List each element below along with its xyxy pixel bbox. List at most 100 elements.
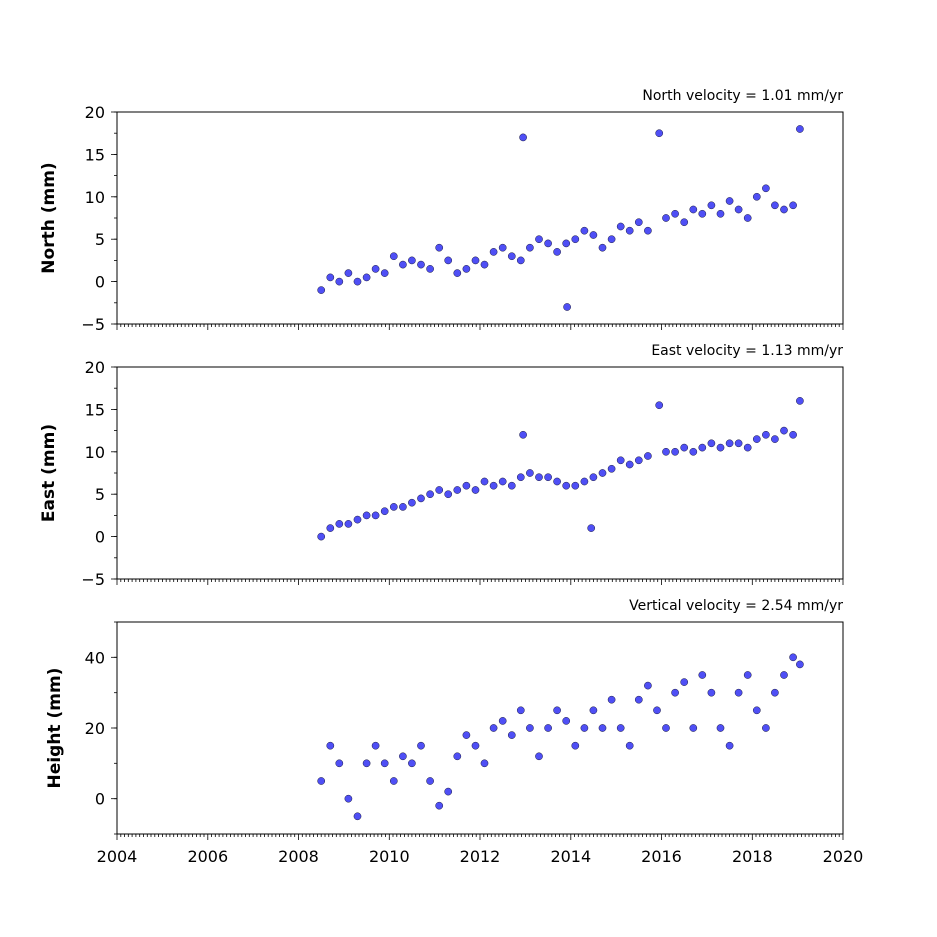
data-point	[716, 209, 725, 218]
data-point	[519, 133, 527, 142]
data-point	[344, 794, 353, 803]
data-point	[580, 226, 589, 235]
data-point	[771, 688, 779, 697]
x-tick-label: 2016	[641, 847, 682, 866]
data-point	[771, 435, 779, 443]
data-point	[589, 473, 598, 482]
data-point	[752, 435, 761, 443]
data-point	[317, 777, 326, 785]
y-tick-label: 0	[95, 790, 105, 809]
data-point	[707, 201, 716, 210]
data-point	[725, 439, 734, 448]
data-point	[589, 231, 598, 239]
data-point	[526, 243, 534, 252]
data-point	[535, 473, 543, 482]
data-point	[563, 303, 571, 311]
data-point	[743, 671, 752, 679]
data-point	[362, 511, 371, 520]
vertical-velocity-title: Vertical velocity = 2.54 mm/yr	[629, 598, 843, 614]
y-tick-label: 10	[85, 188, 105, 207]
data-point	[796, 660, 804, 669]
data-point	[625, 226, 634, 235]
data-point	[680, 678, 689, 686]
data-point	[444, 256, 453, 265]
data-point	[380, 759, 389, 768]
data-point	[571, 235, 580, 244]
data-point	[716, 443, 725, 452]
data-point	[371, 511, 380, 520]
x-tick-label: 2008	[278, 847, 319, 866]
data-point	[553, 477, 561, 486]
data-point	[607, 235, 616, 244]
data-point	[644, 226, 652, 235]
y-tick-label: 10	[85, 443, 105, 462]
x-tick-label: 2020	[823, 847, 864, 866]
data-point	[680, 443, 689, 452]
data-point	[371, 741, 380, 750]
data-point	[408, 498, 416, 507]
data-point	[580, 477, 589, 486]
data-point	[571, 741, 580, 750]
x-tick-label: 2010	[369, 847, 410, 866]
data-point	[634, 456, 643, 465]
y-tick-label: 0	[95, 273, 105, 292]
data-point	[498, 243, 507, 252]
x-tick-label: 2014	[550, 847, 591, 866]
data-point	[698, 671, 707, 679]
data-point	[616, 456, 625, 465]
data-point	[662, 214, 670, 222]
data-point	[716, 724, 725, 732]
data-point	[389, 503, 398, 511]
data-point	[507, 252, 516, 261]
data-point	[796, 125, 804, 133]
data-point	[389, 777, 398, 785]
data-point	[734, 439, 743, 448]
data-point	[789, 653, 797, 662]
east-axes-frame	[116, 366, 844, 580]
data-point	[653, 706, 661, 715]
data-point	[526, 724, 534, 732]
data-point	[380, 269, 389, 277]
data-point	[625, 741, 634, 750]
east-markers	[317, 397, 804, 541]
data-point	[462, 731, 471, 739]
data-point	[544, 473, 552, 482]
data-point	[471, 741, 480, 750]
data-point	[453, 752, 462, 761]
data-point	[535, 235, 543, 244]
data-point	[671, 209, 679, 218]
height-axes-frame	[116, 621, 844, 835]
y-tick-label: −5	[81, 315, 105, 334]
height-ylabel: Height (mm)	[45, 668, 65, 789]
data-point	[707, 439, 716, 448]
y-tick-label: 5	[95, 230, 105, 249]
data-point	[698, 209, 707, 218]
data-point	[689, 447, 698, 456]
y-tick-label: 20	[85, 103, 105, 122]
height-markers	[317, 653, 804, 821]
data-point	[417, 260, 425, 269]
x-tick-label: 2004	[97, 847, 138, 866]
data-point	[471, 486, 480, 494]
data-point	[789, 430, 797, 439]
data-point	[698, 443, 707, 452]
data-point	[743, 443, 752, 452]
data-point	[655, 129, 664, 138]
data-point	[326, 524, 335, 532]
data-point	[544, 239, 552, 248]
data-point	[516, 706, 525, 715]
data-point	[507, 731, 516, 739]
data-point	[353, 515, 362, 524]
east-panel: East velocity = 1.13 mm/yr East (mm) −5 0…	[39, 343, 844, 589]
data-point	[553, 248, 561, 256]
data-point	[671, 447, 679, 456]
data-point	[734, 688, 743, 697]
data-point	[707, 688, 716, 697]
data-point	[580, 724, 589, 732]
north-velocity-title: North velocity = 1.01 mm/yr	[642, 88, 843, 104]
x-tick-label: 2018	[732, 847, 773, 866]
data-point	[317, 532, 326, 541]
data-point	[780, 671, 788, 679]
east-velocity-title: East velocity = 1.13 mm/yr	[651, 343, 843, 359]
